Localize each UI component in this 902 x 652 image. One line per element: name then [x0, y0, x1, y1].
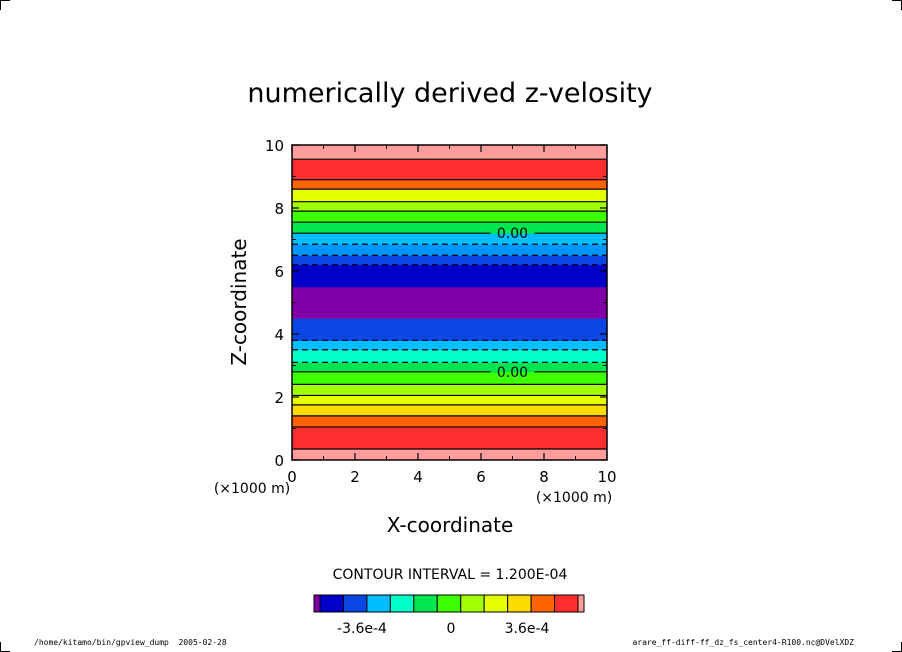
x-tick-label-3: 6 — [476, 468, 486, 486]
band-7 — [292, 362, 607, 373]
chart-title: numerically derived z-velosity — [247, 78, 652, 109]
colorbar-cell-6 — [436, 594, 462, 613]
contour-interval-text: CONTOUR INTERVAL = 1.200E-04 — [333, 567, 568, 583]
band-3 — [292, 404, 607, 417]
y-tick-label-5: 10 — [265, 137, 284, 155]
colorbar-tick-labels: -3.6e-4 0 3.6e-4 — [337, 621, 549, 637]
colorbar-cell-10 — [530, 594, 556, 613]
colorbar-cell-5 — [413, 594, 438, 613]
colorbar-tick-label-2: 3.6e-4 — [505, 621, 550, 637]
y-axis-label: Z-coordinate — [227, 238, 251, 365]
contour-lines — [292, 158, 607, 450]
band-1 — [292, 426, 607, 450]
shaded-bands — [292, 145, 607, 461]
x-axis-label: X-coordinate — [387, 513, 514, 537]
band-14 — [292, 244, 607, 256]
band-13 — [292, 255, 607, 266]
band-19 — [292, 189, 607, 203]
y-tick-label-1: 2 — [274, 389, 284, 407]
band-18 — [292, 201, 607, 212]
x-tick-label-5: 10 — [597, 468, 616, 486]
band-9 — [292, 340, 607, 351]
colorbar-cell-8 — [483, 594, 509, 613]
colorbar-cell-7 — [460, 594, 485, 613]
colorbar-cell-4 — [389, 594, 415, 613]
colorbar-cell-9 — [507, 594, 532, 613]
x-tick-label-4: 8 — [539, 468, 549, 486]
colorbar-cell-3 — [366, 594, 391, 613]
colorbar-end-low — [313, 594, 321, 613]
x-tick-label-2: 4 — [413, 468, 423, 486]
band-8 — [292, 349, 607, 363]
colorbar-cell-2 — [342, 594, 368, 613]
band-21 — [292, 159, 607, 181]
band-4 — [292, 395, 607, 406]
band-16 — [292, 222, 607, 234]
z-unit-label: (×1000 m) — [214, 481, 290, 497]
x-tick-label-1: 2 — [350, 468, 360, 486]
contour-labels: 0.00 0.00 — [497, 226, 528, 381]
colorbar-end-high — [577, 594, 585, 613]
colorbar — [313, 594, 585, 613]
band-6 — [292, 371, 607, 385]
x-axis-ticks: 0 2 4 6 8 10 — [287, 145, 617, 486]
colorbar-cell-11 — [554, 594, 579, 613]
x-tick-label-0: 0 — [287, 468, 297, 486]
band-20 — [292, 179, 607, 190]
crop-mark-top-left — [0, 0, 10, 10]
band-12 — [292, 264, 607, 288]
colorbar-tick-label-1: 0 — [447, 621, 456, 637]
contour-label-13: 0.00 — [497, 226, 528, 242]
band-5 — [292, 384, 607, 396]
y-axis-ticks: 0 2 4 6 8 10 — [265, 137, 607, 470]
x-unit-label: (×1000 m) — [536, 490, 612, 506]
y-tick-label-3: 6 — [274, 263, 284, 281]
band-22 — [292, 145, 607, 160]
band-17 — [292, 211, 607, 223]
contour-label-6: 0.00 — [497, 365, 528, 381]
y-tick-label-0: 0 — [274, 452, 284, 470]
band-15 — [292, 233, 607, 245]
band-11 — [292, 286, 607, 319]
band-10 — [292, 318, 607, 341]
band-2 — [292, 415, 607, 428]
colorbar-cell-1 — [319, 594, 344, 613]
band-0 — [292, 448, 607, 461]
footer-right-source: arare_ff-diff-ff_dz_fs_center4-R100.nc@D… — [632, 638, 854, 647]
footer-left-path: /home/kitamo/bin/gpview_dump 2005-02-28 — [34, 638, 227, 647]
colorbar-tick-label-0: -3.6e-4 — [337, 621, 387, 637]
y-tick-label-4: 8 — [274, 200, 284, 218]
y-tick-label-2: 4 — [274, 326, 284, 344]
